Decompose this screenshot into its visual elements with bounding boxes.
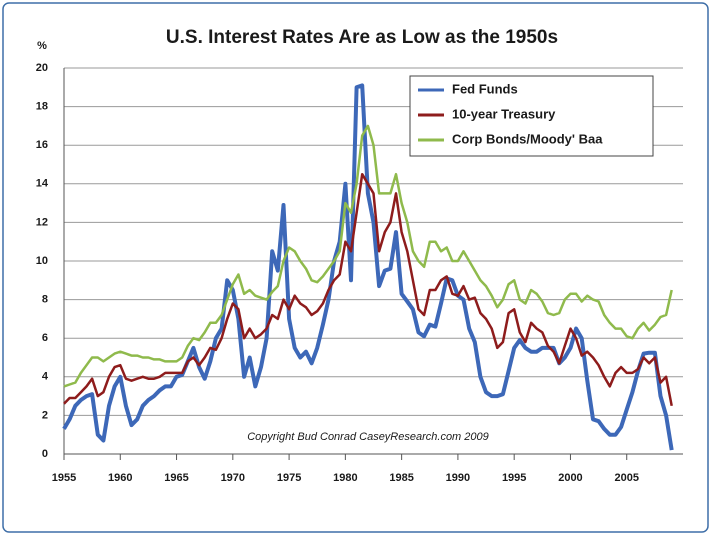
x-tick-label: 1980 [333, 472, 357, 484]
series-line [63, 172, 673, 407]
y-tick-label: 16 [36, 139, 48, 151]
legend-label: Fed Funds [452, 81, 518, 96]
y-tick-label: 20 [36, 62, 48, 74]
y-tick-label: 14 [36, 178, 49, 190]
chart-title: U.S. Interest Rates Are as Low as the 19… [166, 27, 558, 48]
copyright: Copyright Bud Conrad CaseyResearch.com 2… [247, 431, 489, 443]
y-tick-label: 6 [42, 332, 48, 344]
x-tick-label: 1960 [108, 472, 132, 484]
legend-box [409, 75, 654, 157]
x-tick-label: 1970 [221, 472, 245, 484]
y-tick-label: 12 [36, 216, 48, 228]
x-tick-label: 2000 [558, 472, 582, 484]
y-tick-label: 10 [36, 255, 48, 267]
x-tick-label: 1975 [277, 472, 301, 484]
y-tick-label: 18 [36, 101, 48, 113]
y-tick-label: 4 [42, 371, 49, 383]
y-tick-label: 0 [42, 448, 48, 460]
x-tick-label: 1985 [389, 472, 413, 484]
series-line [62, 83, 674, 451]
y-tick-label: 8 [42, 294, 48, 306]
legend-label: Corp Bonds/Moody' Baa [452, 131, 603, 146]
x-tick-label: 1995 [502, 472, 526, 484]
x-tick-label: 2005 [614, 472, 638, 484]
y-tick-label: 2 [42, 409, 48, 421]
y-axis-label: % [37, 40, 47, 52]
x-tick-label: 1965 [164, 472, 188, 484]
legend-label: 10-year Treasury [452, 106, 556, 121]
x-tick-label: 1955 [52, 472, 76, 484]
series-line [63, 124, 673, 388]
x-tick-label: 1990 [446, 472, 470, 484]
